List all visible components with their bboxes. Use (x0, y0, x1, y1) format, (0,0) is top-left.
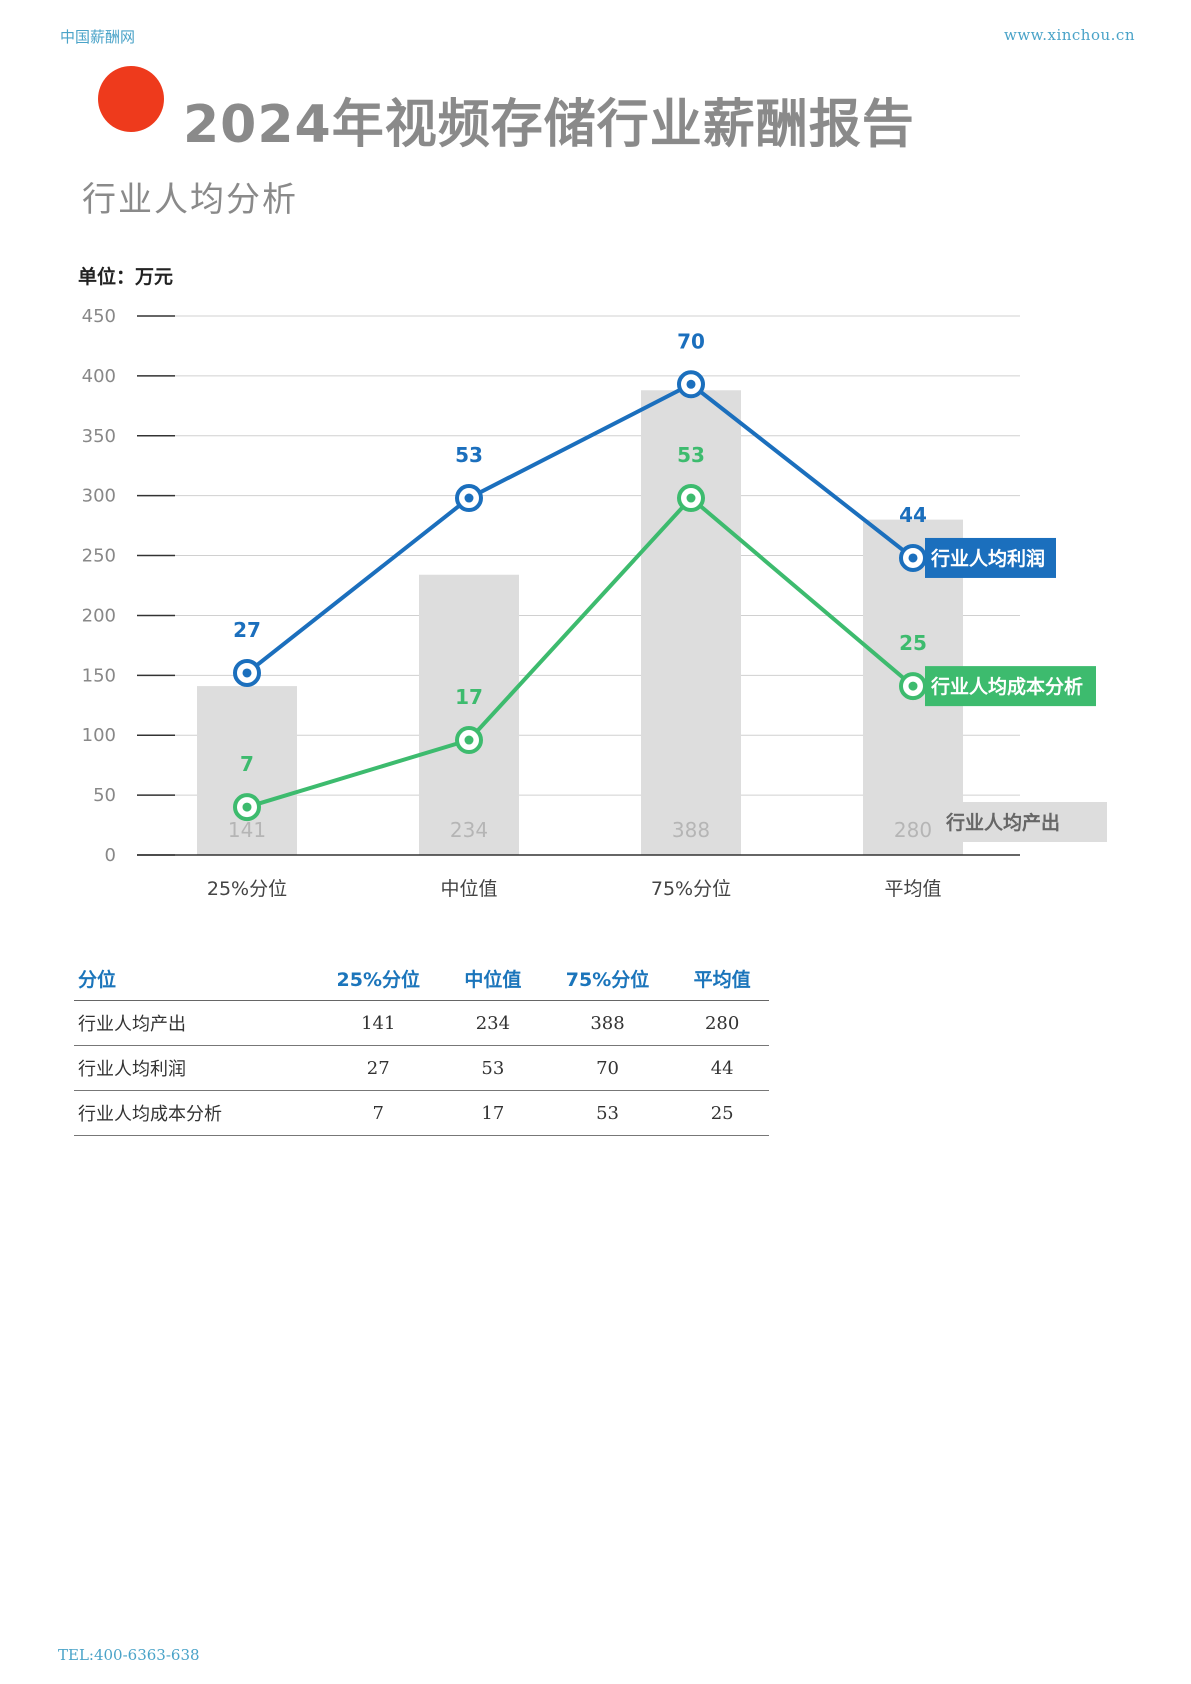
data-label: 25 (899, 631, 927, 655)
data-point-center (242, 668, 252, 678)
table-cell: 70 (539, 1045, 676, 1091)
table-cell: 53 (446, 1045, 540, 1091)
cost-legend-label: 行业人均成本分析 (930, 675, 1083, 698)
bar-value-label: 141 (228, 818, 266, 842)
table-cell: 17 (446, 1090, 540, 1136)
table-row: 行业人均利润 27 53 70 44 (74, 1045, 769, 1091)
table-cell: 53 (539, 1090, 676, 1136)
y-tick-label: 250 (82, 546, 116, 567)
table-header-cell: 中位值 (446, 956, 540, 1001)
data-label: 70 (677, 329, 705, 353)
y-tick-label: 350 (82, 426, 116, 447)
y-tick-label: 150 (82, 665, 116, 686)
site-url[interactable]: www.xinchou.cn (1003, 26, 1135, 44)
table-cell: 234 (446, 1000, 540, 1046)
bar (641, 390, 741, 855)
salary-chart: 0 50 100 150 200 250 300 350 400 450 141 234 388 280 2… (82, 306, 1107, 900)
row-label: 行业人均产出 (74, 1000, 311, 1046)
site-name: 中国薪酬网 (60, 28, 136, 46)
table-body: 行业人均产出 141 234 388 280 行业人均利润 27 53 70 44 行业人均成本分析… (74, 1000, 769, 1136)
bar (197, 686, 297, 855)
data-label: 17 (455, 685, 483, 709)
data-point-center (686, 493, 696, 503)
data-point-center (908, 553, 918, 563)
y-tick-label: 200 (82, 605, 116, 626)
table-cell: 141 (310, 1000, 447, 1046)
table-cell: 388 (539, 1000, 676, 1046)
table-header-label: 分位 (74, 956, 311, 1001)
stats-table: 分位 25%分位 中位值 75%分位 平均值 行业人均产出 141 234 388 280 行业人… (74, 956, 769, 1136)
row-label: 行业人均成本分析 (74, 1090, 311, 1136)
series-line (245, 381, 915, 675)
cost-legend-box (925, 666, 1096, 707)
bar (419, 574, 519, 855)
table-row: 行业人均产出 141 234 388 280 (74, 1000, 769, 1046)
bar-value-label: 234 (450, 818, 488, 842)
footer-tel: TEL:400-6363-638 (58, 1646, 200, 1664)
table-row: 行业人均成本分析 7 17 53 25 (74, 1090, 769, 1136)
data-label: 53 (677, 443, 705, 467)
row-label: 行业人均利润 (74, 1045, 311, 1091)
table-header-cell: 平均值 (675, 956, 769, 1001)
data-point-center (464, 735, 474, 745)
bar-value-label: 388 (672, 818, 710, 842)
table-header-cell: 75%分位 (539, 956, 676, 1001)
y-tick-label: 300 (82, 486, 116, 507)
x-tick-label: 75%分位 (651, 878, 731, 900)
data-label: 44 (899, 503, 927, 527)
series-line (246, 495, 915, 810)
data-label: 7 (240, 752, 254, 776)
bar-legend-label: 行业人均产出 (945, 811, 1060, 834)
y-tick-label: 100 (82, 725, 116, 746)
table-header-cell: 25%分位 (310, 956, 447, 1001)
x-tick-label: 中位值 (440, 878, 497, 900)
unit-label: 单位：万元 (78, 266, 174, 288)
table-cell: 280 (675, 1000, 769, 1046)
data-point-center (464, 493, 474, 503)
y-tick-label: 50 (93, 785, 116, 806)
bar-legend-box (955, 802, 1107, 842)
x-tick-label: 平均值 (884, 878, 941, 900)
table-cell: 25 (675, 1090, 769, 1136)
data-point-center (908, 681, 918, 691)
data-label: 27 (233, 618, 261, 642)
accent-dot (98, 66, 164, 132)
data-point-center (242, 802, 252, 812)
y-tick-label: 400 (82, 366, 116, 387)
profit-legend-box (925, 537, 1056, 578)
data-label: 53 (455, 443, 483, 467)
x-tick-label: 25%分位 (207, 878, 287, 900)
table-header-row: 分位 25%分位 中位值 75%分位 平均值 (74, 956, 769, 1001)
y-tick-label: 0 (105, 845, 116, 866)
table-cell: 27 (310, 1045, 447, 1091)
y-tick-label: 450 (82, 306, 116, 327)
table-cell: 44 (675, 1045, 769, 1091)
table-cell: 7 (310, 1090, 447, 1136)
data-point-center (686, 379, 696, 389)
bar-value-label: 280 (894, 818, 932, 842)
report-title: 2024年视频存储行业薪酬报告 (183, 95, 915, 155)
profit-legend-label: 行业人均利润 (930, 547, 1045, 570)
section-subtitle: 行业人均分析 (82, 180, 298, 220)
